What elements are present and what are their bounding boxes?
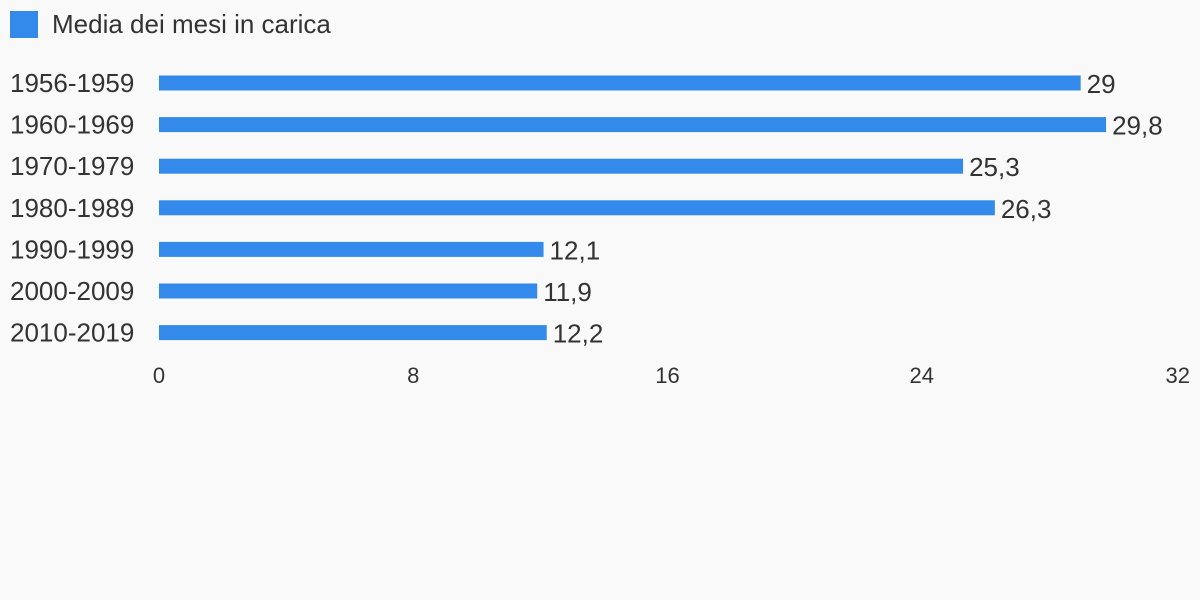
x-tick-label: 32 <box>1166 363 1190 388</box>
bar[interactable] <box>159 117 1107 133</box>
legend-label: Media dei mesi in carica <box>52 9 331 39</box>
category-label: 1980-1989 <box>10 193 134 223</box>
x-tick-label: 16 <box>655 363 679 388</box>
category-label: 2010-2019 <box>10 318 134 348</box>
value-label: 26,3 <box>1001 194 1052 224</box>
value-label: 12,2 <box>553 319 604 349</box>
category-label: 2000-2009 <box>10 276 134 306</box>
value-label: 12,1 <box>550 235 601 265</box>
value-label: 25,3 <box>969 152 1020 182</box>
x-tick-label: 0 <box>153 363 165 388</box>
bar[interactable] <box>159 200 995 216</box>
bar[interactable] <box>159 241 544 257</box>
category-label: 1960-1969 <box>10 110 134 140</box>
category-label: 1970-1979 <box>10 151 134 181</box>
bar[interactable] <box>159 283 538 299</box>
value-label: 29 <box>1087 69 1116 99</box>
legend: Media dei mesi in carica <box>10 9 331 39</box>
value-label: 11,9 <box>543 277 592 307</box>
category-label: 1990-1999 <box>10 234 134 264</box>
bar[interactable] <box>159 325 547 341</box>
bar[interactable] <box>159 75 1081 91</box>
x-tick-label: 8 <box>407 363 419 388</box>
legend-swatch <box>10 10 38 38</box>
x-tick-label: 24 <box>910 363 934 388</box>
category-label: 1956-1959 <box>10 68 134 98</box>
value-label: 29,8 <box>1112 111 1163 141</box>
bar[interactable] <box>159 158 964 174</box>
